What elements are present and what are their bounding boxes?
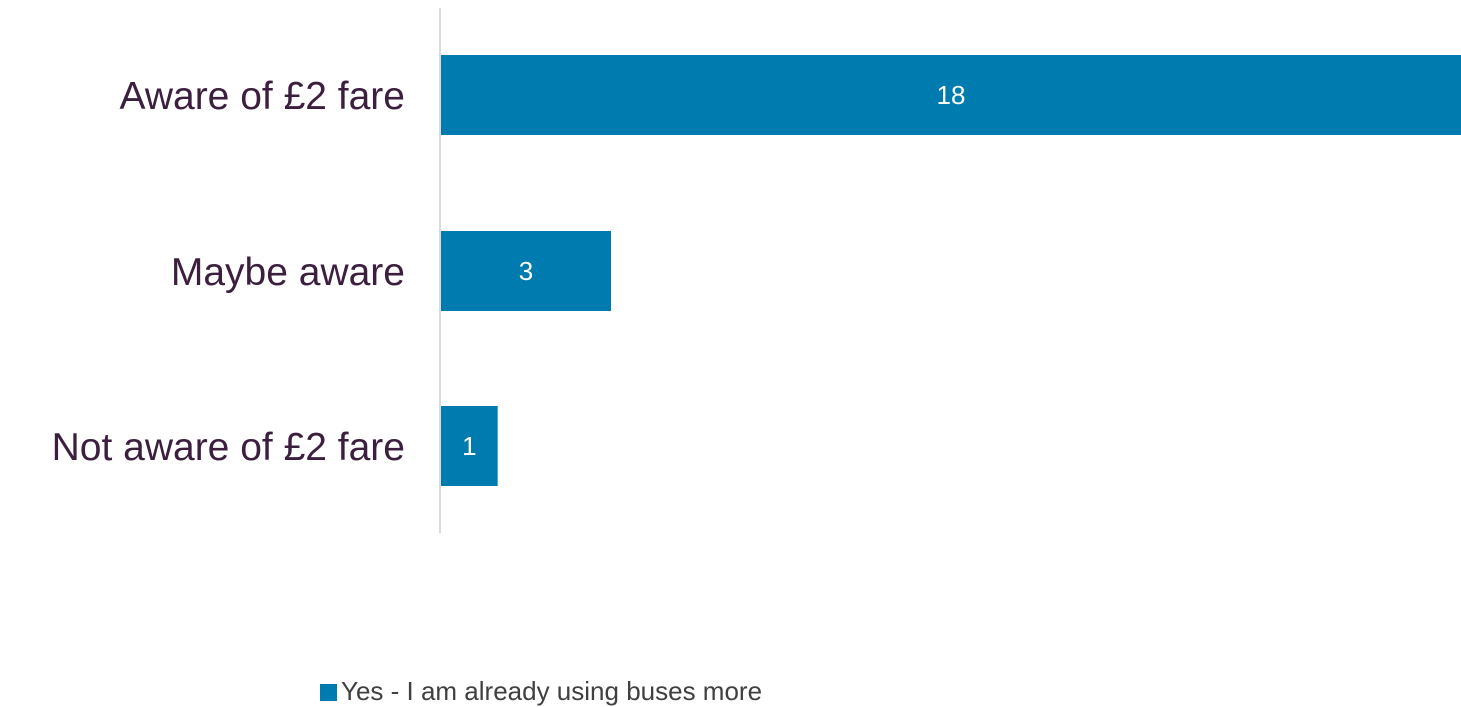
- bar-value-label-0: 18: [937, 80, 966, 110]
- bar-value-label-2: 1: [462, 431, 476, 461]
- category-label-2: Not aware of £2 fare: [52, 426, 405, 469]
- category-labels-group: Aware of £2 fare Maybe aware Not aware of …: [52, 75, 405, 469]
- bar-1: [441, 231, 611, 311]
- bar-0: [441, 55, 1461, 135]
- legend: Yes - I am already using buses more: [320, 676, 762, 706]
- bar-value-label-1: 3: [519, 256, 533, 286]
- legend-swatch: [320, 684, 337, 701]
- category-label-0: Aware of £2 fare: [120, 75, 405, 118]
- category-label-1: Maybe aware: [171, 251, 405, 294]
- legend-label: Yes - I am already using buses more: [341, 676, 762, 706]
- bar-2: [441, 406, 498, 486]
